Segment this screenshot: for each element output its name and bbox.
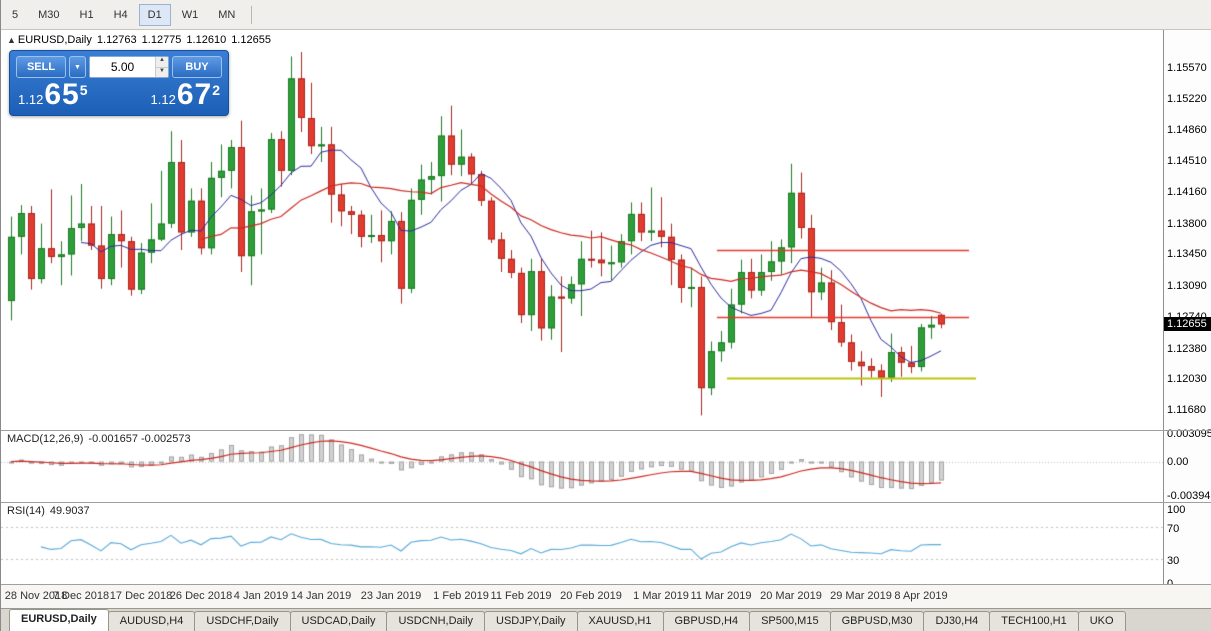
date-axis-label: 29 Mar 2019 <box>830 590 892 602</box>
rsi-pane-canvas[interactable] <box>1 502 1164 584</box>
chart-tab-usdjpy-daily[interactable]: USDJPY,Daily <box>484 611 578 631</box>
volume-spinner: ▲ ▼ <box>155 57 168 77</box>
price-axis-label: 1.14860 <box>1167 124 1207 137</box>
chart-tab-uko[interactable]: UKO <box>1077 611 1126 631</box>
ohlc-low: 1.12610 <box>186 34 227 46</box>
rsi-indicator-label: RSI(14) 49.9037 <box>7 505 95 517</box>
chart-tab-usdchf-daily[interactable]: USDCHF,Daily <box>194 611 291 631</box>
price-axis-label: 1.15570 <box>1167 61 1207 74</box>
volume-input[interactable] <box>90 57 155 77</box>
timeframe-button-mn[interactable]: MN <box>209 4 244 26</box>
timeframe-button-5[interactable]: 5 <box>3 4 27 26</box>
current-price-tag: 1.12655 <box>1164 317 1211 332</box>
rsi-value: 49.9037 <box>49 505 90 517</box>
timeframe-button-h4[interactable]: H4 <box>105 4 137 26</box>
price-axis-label: 1.13450 <box>1167 248 1207 261</box>
date-axis-label: 28 Nov 2018 <box>4 590 68 602</box>
toolbar-separator <box>251 5 253 24</box>
price-axis-label: 1.13800 <box>1167 217 1207 230</box>
date-axis-label: 17 Dec 2018 <box>109 590 173 602</box>
macd-values: -0.001657 -0.002573 <box>88 433 191 445</box>
sell-price-base: 1.12 <box>18 92 44 107</box>
rsi-axis-label: 70 <box>1167 522 1180 535</box>
chart-tab-tech100-h1[interactable]: TECH100,H1 <box>989 611 1079 631</box>
rsi-name: RSI(14) <box>7 505 45 517</box>
order-options-dropdown[interactable]: ▼ <box>69 56 86 78</box>
chart-tab-xauusd-h1[interactable]: XAUUSD,H1 <box>576 611 664 631</box>
date-axis-label: 4 Jan 2019 <box>233 590 289 602</box>
chart-tab-audusd-h4[interactable]: AUDUSD,H4 <box>107 611 196 631</box>
buy-price-big: 67 <box>176 78 213 111</box>
macd-axis-label: 0.003095 <box>1167 428 1211 441</box>
date-axis-label: 8 Apr 2019 <box>894 590 948 602</box>
macd-indicator-label: MACD(12,26,9) -0.001657 -0.002573 <box>7 433 196 445</box>
date-axis-label: 11 Feb 2019 <box>490 590 552 602</box>
price-axis-label: 1.13090 <box>1167 280 1207 293</box>
ohlc-open: 1.12763 <box>96 34 137 46</box>
buy-price-pip: 2 <box>212 82 220 98</box>
price-axis[interactable]: 1.12655 1.15570 1.15220 1.14860 1.14510 1.14… <box>1163 30 1211 590</box>
macd-name: MACD(12,26,9) <box>7 433 84 445</box>
volume-decrease-button[interactable]: ▼ <box>156 67 168 77</box>
date-axis-label: 7 Dec 2018 <box>52 590 110 602</box>
sell-price-pip: 5 <box>79 82 88 98</box>
chart-tab-usdcad-daily[interactable]: USDCAD,Daily <box>289 611 388 631</box>
volume-increase-button[interactable]: ▲ <box>156 57 168 68</box>
timeframe-button-h1[interactable]: H1 <box>71 4 103 26</box>
date-axis-label: 23 Jan 2019 <box>360 590 422 602</box>
chart-tab-dj30-h4[interactable]: DJ30,H4 <box>923 611 991 631</box>
volume-field: ▲ ▼ <box>89 56 169 78</box>
macd-pane-canvas[interactable] <box>1 430 1164 502</box>
macd-axis-label: 0.00 <box>1167 455 1189 468</box>
sell-quote[interactable]: 1.12 65 5 <box>18 79 87 111</box>
timeframe-button-w1[interactable]: W1 <box>173 4 208 26</box>
price-axis-label: 1.14510 <box>1167 155 1207 168</box>
buy-quote[interactable]: 1.12 67 2 <box>151 79 220 111</box>
ohlc-close: 1.12655 <box>231 34 271 46</box>
date-axis-label: 20 Feb 2019 <box>560 590 622 602</box>
sell-button[interactable]: SELL <box>16 56 66 78</box>
chart-tab-eurusd-daily[interactable]: EURUSD,Daily <box>9 609 109 631</box>
timeframe-toolbar: 5 M30 H1 H4 D1 W1 MN <box>1 0 1211 30</box>
chevron-down-icon: ▼ <box>74 63 81 71</box>
date-axis-label: 11 Mar 2019 <box>690 590 752 602</box>
chart-ohlc-header: ▲ EURUSD,Daily 1.12763 1.12775 1.12610 1.1265… <box>7 34 276 46</box>
price-axis-label: 1.15220 <box>1167 92 1207 105</box>
chart-tabs-bar: EURUSD,Daily AUDUSD,H4 USDCHF,Daily USDCAD,… <box>1 608 1211 631</box>
price-axis-label: 1.12380 <box>1167 342 1207 355</box>
pane-divider <box>1 502 1211 503</box>
time-axis[interactable]: 28 Nov 2018 7 Dec 2018 17 Dec 2018 26 Dec 2… <box>1 584 1211 608</box>
one-click-trading-panel: SELL ▼ ▲ ▼ BUY 1.12 65 5 <box>9 50 229 116</box>
pane-divider <box>1 430 1211 431</box>
buy-button[interactable]: BUY <box>172 56 222 78</box>
chart-tab-gbpusd-m30[interactable]: GBPUSD,M30 <box>829 611 925 631</box>
price-axis-label: 1.12030 <box>1167 373 1207 386</box>
date-axis-label: 1 Mar 2019 <box>633 590 689 602</box>
price-axis-label: 1.11680 <box>1167 404 1206 417</box>
chart-tab-sp500-m15[interactable]: SP500,M15 <box>749 611 831 631</box>
buy-price-base: 1.12 <box>150 92 176 107</box>
chart-tab-usdcnh-daily[interactable]: USDCNH,Daily <box>386 611 486 631</box>
ohlc-high: 1.12775 <box>141 34 182 46</box>
date-axis-label: 14 Jan 2019 <box>290 590 352 602</box>
rsi-axis-label: 30 <box>1167 555 1180 568</box>
timeframe-button-d1[interactable]: D1 <box>138 3 171 26</box>
chart-symbol-label: EURUSD,Daily <box>17 34 92 46</box>
date-axis-label: 1 Feb 2019 <box>433 590 489 602</box>
price-axis-label: 1.14160 <box>1167 185 1207 198</box>
date-axis-label: 20 Mar 2019 <box>760 590 822 602</box>
macd-axis-label: -0.003947 <box>1167 490 1211 503</box>
rsi-axis-label: 100 <box>1167 504 1186 516</box>
date-axis-label: 26 Dec 2018 <box>169 590 233 602</box>
timeframe-button-m30[interactable]: M30 <box>29 4 68 26</box>
sell-price-big: 65 <box>44 78 80 111</box>
chart-tab-gbpusd-h4[interactable]: GBPUSD,H4 <box>662 611 751 631</box>
symbol-marker-icon: ▲ <box>7 35 16 45</box>
chart-area: ▲ EURUSD,Daily 1.12763 1.12775 1.12610 1.1265… <box>1 30 1164 584</box>
